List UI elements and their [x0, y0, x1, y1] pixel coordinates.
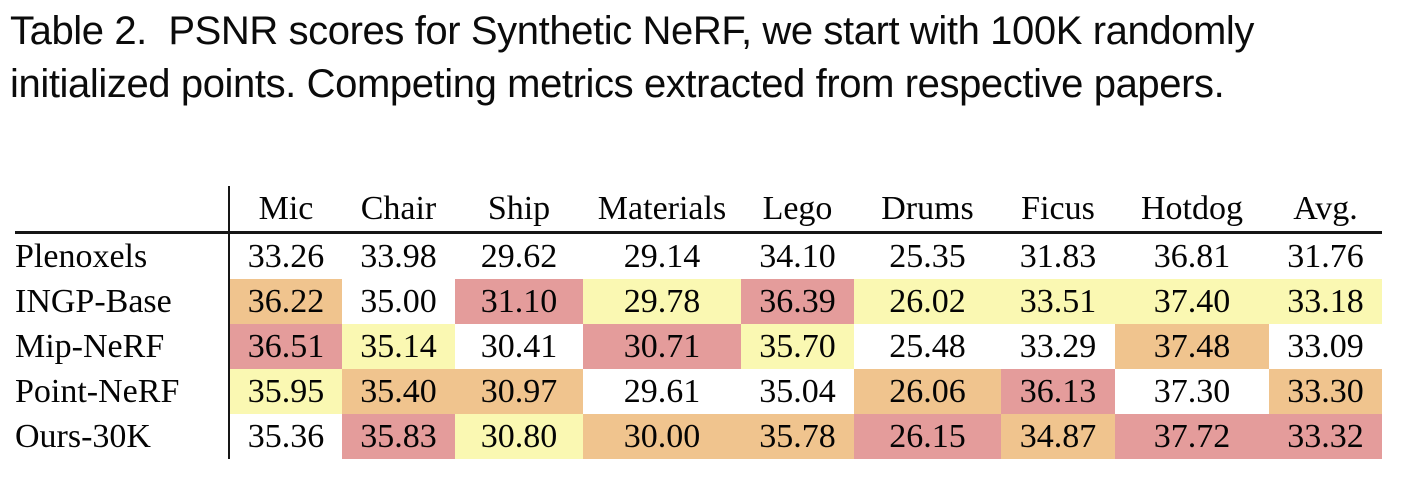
- psnr-cell: 33.29: [1019, 327, 1097, 365]
- psnr-cell: 35.40: [342, 369, 455, 414]
- psnr-cell: 35.95: [229, 369, 342, 414]
- psnr-cell: 29.14: [623, 237, 701, 275]
- table-row: Point-NeRF 35.95 35.40 30.97 29.61 35.04 26.06…: [15, 369, 1382, 414]
- table-header: Mic Chair Ship Materials Lego Drums Ficu…: [15, 186, 1382, 234]
- table-row: Plenoxels 33.26 33.98 29.62 29.14 34.10 25.35 3…: [15, 232, 1382, 279]
- caption-line-2: initialized points. Competing metrics ex…: [10, 62, 1225, 106]
- header-cell-chair: Chair: [342, 186, 455, 234]
- psnr-cell: 33.32: [1269, 414, 1382, 459]
- psnr-table: Mic Chair Ship Materials Lego Drums Ficu…: [15, 186, 1382, 459]
- psnr-cell: 36.81: [1153, 237, 1231, 275]
- psnr-cell: 33.98: [360, 237, 437, 275]
- psnr-cell: 34.10: [759, 237, 836, 275]
- psnr-cell: 30.71: [583, 324, 741, 369]
- psnr-cell: 26.06: [854, 369, 1001, 414]
- psnr-cell: 33.26: [247, 237, 325, 275]
- row-label: Ours-30K: [15, 414, 230, 459]
- row-label: Plenoxels: [15, 232, 230, 279]
- header-cell-ship: Ship: [455, 186, 583, 234]
- psnr-cell: 31.76: [1287, 237, 1364, 275]
- psnr-cell: 30.41: [480, 327, 558, 365]
- psnr-cell: 26.02: [854, 279, 1001, 324]
- psnr-cell: 34.87: [1001, 414, 1115, 459]
- psnr-cell: 36.39: [741, 279, 854, 324]
- table-row: Ours-30K 35.36 35.83 30.80 30.00 35.78 26.15 34…: [15, 414, 1382, 459]
- psnr-cell: 36.22: [229, 279, 342, 324]
- header-cell-avg: Avg.: [1269, 186, 1382, 234]
- psnr-cell: 33.18: [1269, 279, 1382, 324]
- psnr-cell: 35.78: [741, 414, 854, 459]
- row-label: Mip-NeRF: [15, 324, 230, 369]
- psnr-cell: 29.62: [480, 237, 558, 275]
- table-row: Mip-NeRF 36.51 35.14 30.41 30.71 35.70 25.48 33…: [15, 324, 1382, 369]
- header-cell-lego: Lego: [741, 186, 854, 234]
- psnr-cell: 29.61: [623, 372, 701, 410]
- psnr-cell: 37.40: [1115, 279, 1269, 324]
- caption-line-1: Table 2. PSNR scores for Synthetic NeRF,…: [10, 9, 1255, 53]
- psnr-cell: 33.51: [1001, 279, 1115, 324]
- row-label: INGP-Base: [15, 279, 230, 324]
- psnr-cell: 29.78: [583, 279, 741, 324]
- psnr-cell: 25.48: [889, 327, 966, 365]
- header-cell-materials: Materials: [583, 186, 741, 234]
- psnr-cell: 33.09: [1287, 327, 1364, 365]
- psnr-cell: 35.04: [759, 372, 836, 410]
- psnr-cell: 31.83: [1019, 237, 1097, 275]
- psnr-cell: 26.15: [854, 414, 1001, 459]
- table-body: Plenoxels 33.26 33.98 29.62 29.14 34.10 25.35 3…: [15, 232, 1382, 459]
- psnr-cell: 36.13: [1001, 369, 1115, 414]
- table-row: INGP-Base 36.22 35.00 31.10 29.78 36.39 26.02 3…: [15, 279, 1382, 324]
- header-cell-drums: Drums: [854, 186, 1001, 234]
- psnr-cell: 37.30: [1153, 372, 1231, 410]
- psnr-cell: 31.10: [455, 279, 583, 324]
- header-cell-hotdog: Hotdog: [1115, 186, 1269, 234]
- psnr-cell: 35.00: [360, 282, 437, 320]
- psnr-cell: 37.48: [1115, 324, 1269, 369]
- psnr-cell: 30.97: [455, 369, 583, 414]
- psnr-cell: 35.83: [342, 414, 455, 459]
- psnr-cell: 35.36: [247, 417, 325, 455]
- header-row: Mic Chair Ship Materials Lego Drums Ficu…: [15, 186, 1382, 234]
- psnr-cell: 35.14: [342, 324, 455, 369]
- psnr-cell: 33.30: [1269, 369, 1382, 414]
- table-caption: Table 2. PSNR scores for Synthetic NeRF,…: [10, 5, 1402, 111]
- row-label: Point-NeRF: [15, 369, 230, 414]
- psnr-cell: 25.35: [889, 237, 966, 275]
- header-cell-mic: Mic: [229, 186, 342, 234]
- psnr-cell: 36.51: [229, 324, 342, 369]
- psnr-cell: 30.80: [455, 414, 583, 459]
- psnr-cell: 37.72: [1115, 414, 1269, 459]
- header-cell-ficus: Ficus: [1001, 186, 1115, 234]
- psnr-cell: 35.70: [741, 324, 854, 369]
- psnr-cell: 30.00: [583, 414, 741, 459]
- header-cell-blank: [15, 186, 230, 234]
